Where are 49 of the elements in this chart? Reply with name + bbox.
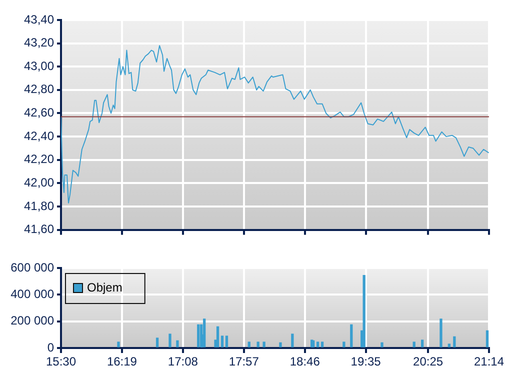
bar <box>453 336 456 348</box>
y-tick-label: 400 000 <box>10 286 54 301</box>
y-tick-label: 42,00 <box>24 175 54 190</box>
y-tick-label: 42,80 <box>24 82 54 96</box>
bar <box>448 344 451 348</box>
bar <box>248 342 250 348</box>
bar <box>412 342 416 348</box>
bar <box>350 324 353 348</box>
x-tick-label: 20:25 <box>413 354 444 369</box>
bar <box>362 275 366 348</box>
bar <box>156 338 159 348</box>
y-tick-label: 42,20 <box>24 152 54 166</box>
y-tick-label: 41,60 <box>24 222 54 236</box>
bar <box>176 340 179 348</box>
x-tick-label: 17:08 <box>168 354 198 369</box>
y-tick-label: 0 <box>47 340 54 354</box>
bar <box>316 342 320 348</box>
y-tick-label: 42,60 <box>24 106 54 120</box>
x-tick-label: 19:35 <box>350 354 382 369</box>
bar <box>420 340 424 348</box>
y-tick-label: 41,80 <box>24 198 54 213</box>
y-tick-label: 200 000 <box>10 314 54 328</box>
bar <box>342 342 346 348</box>
bar <box>440 318 442 348</box>
legend-label: Objem <box>87 280 122 294</box>
y-tick-label: 43,00 <box>24 58 54 73</box>
bar <box>197 324 200 348</box>
bar <box>256 342 260 348</box>
bar <box>486 330 489 348</box>
bar <box>279 342 282 348</box>
bar <box>220 336 224 348</box>
bar <box>320 342 324 348</box>
bar <box>117 342 120 348</box>
x-tick-label: 15:30 <box>46 354 76 369</box>
y-tick-label: 42,40 <box>24 128 54 143</box>
x-tick-label: 21:14 <box>474 354 504 369</box>
bar <box>203 318 206 348</box>
bar <box>291 334 294 348</box>
y-tick-label: 600 000 <box>10 260 54 274</box>
bar <box>380 342 384 348</box>
bar <box>262 342 266 348</box>
bar <box>225 336 228 348</box>
bar <box>168 334 172 348</box>
bar <box>216 326 220 348</box>
x-tick-label: 16:19 <box>106 354 138 369</box>
y-tick-label: 43,40 <box>24 12 54 26</box>
x-tick-label: 17:57 <box>228 354 260 369</box>
x-tick-label: 18:46 <box>290 354 320 369</box>
y-tick-label: 43,20 <box>24 36 54 50</box>
